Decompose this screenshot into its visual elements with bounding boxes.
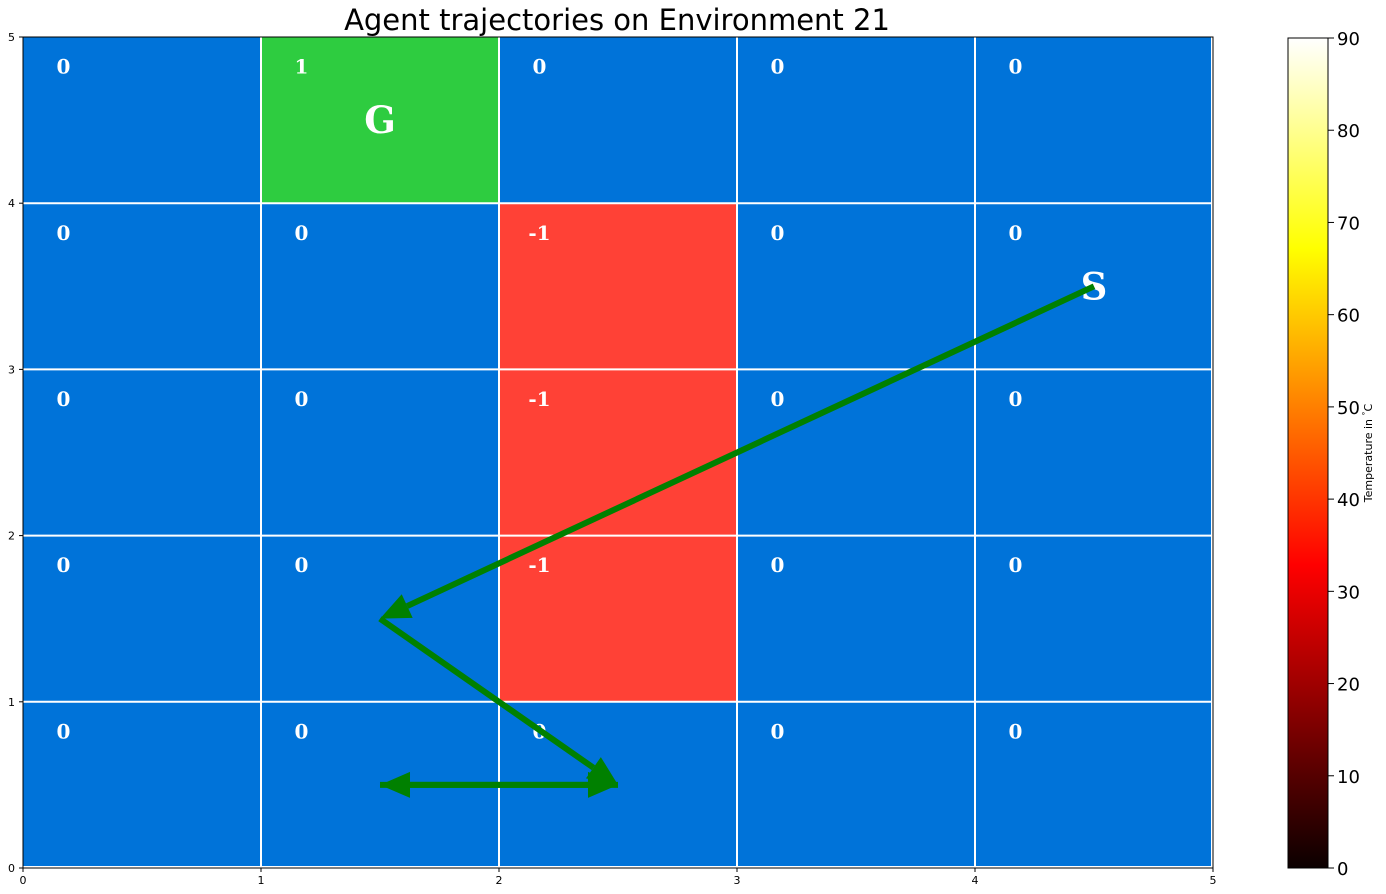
agent-trajectory [378, 283, 1096, 798]
colorbar-gradient [1287, 37, 1329, 869]
cell-value-label: 0 [1008, 553, 1022, 577]
cell-value-label: 0 [294, 553, 308, 577]
cell-value-label: 0 [770, 55, 784, 79]
colorbar-tick-label: 90 [1337, 29, 1360, 50]
trajectory-arrow [380, 283, 1096, 619]
cell-value-label: 0 [56, 719, 70, 743]
arrow-head [380, 594, 413, 619]
heatmap-cell [499, 37, 737, 204]
heatmap-cells [23, 37, 1213, 868]
x-tick-label: 3 [734, 874, 741, 887]
heatmap-cell [23, 701, 261, 868]
cell-value-label: -1 [528, 221, 550, 245]
heatmap-cell [737, 701, 975, 868]
heatmap-cell [737, 37, 975, 204]
heatmap-cell [975, 535, 1213, 702]
heatmap-cell [23, 203, 261, 370]
cell-value-label: 0 [770, 221, 784, 245]
cell-value-label: 0 [770, 553, 784, 577]
cell-value-label: 0 [294, 221, 308, 245]
cell-value-label: 0 [56, 55, 70, 79]
cell-value-label: 0 [770, 719, 784, 743]
plot-frame [22, 36, 1214, 869]
heatmap-cell [261, 37, 499, 204]
colorbar-tick-label: 30 [1337, 582, 1360, 603]
y-tick-label: 0 [8, 862, 15, 875]
x-tick-label: 5 [1210, 874, 1217, 887]
colorbar: 0 10 20 30 40 50 60 70 80 90 Temperature in °C [1287, 29, 1375, 880]
cell-value-label: 0 [294, 719, 308, 743]
y-tick-label: 2 [8, 530, 15, 543]
cell-value-label: 0 [1008, 55, 1022, 79]
colorbar-tick-label: 10 [1337, 767, 1360, 788]
colorbar-tick-label: 20 [1337, 675, 1360, 696]
x-tick-label: 0 [20, 874, 27, 887]
cell-value-label: 0 [56, 387, 70, 411]
trajectory-arrow [380, 771, 618, 798]
x-tick-label: 2 [496, 874, 503, 887]
trajectory-segment [378, 616, 596, 771]
cell-value-label: -1 [528, 387, 550, 411]
heatmap-cell [975, 37, 1213, 204]
y-tick-label: 1 [8, 696, 15, 709]
heatmap-cell [499, 535, 737, 702]
heatmap-cell [975, 369, 1213, 536]
chart-title: Agent trajectories on Environment 21 [344, 3, 890, 37]
colorbar-tick-label: 0 [1337, 859, 1348, 880]
heatmap-cell [23, 37, 261, 204]
heatmap-cell [737, 203, 975, 370]
y-tick-label: 5 [8, 31, 15, 44]
cell-value-label: 0 [532, 55, 546, 79]
cell-value-label: 0 [770, 387, 784, 411]
y-tick-label: 3 [8, 363, 15, 376]
heatmap-cell [737, 535, 975, 702]
heatmap-cell [499, 203, 737, 370]
colorbar-tick-label: 40 [1337, 490, 1360, 511]
cell-value-label: 0 [56, 221, 70, 245]
cell-value-label: 0 [1008, 387, 1022, 411]
colorbar-tick-label: 70 [1337, 213, 1360, 234]
heatmap-cell [23, 369, 261, 536]
heatmap-cell [261, 369, 499, 536]
colorbar-tick-label: 80 [1337, 121, 1360, 142]
y-axis-ticks: 0 1 2 3 4 5 [8, 31, 23, 875]
y-tick-label: 4 [8, 197, 15, 210]
heatmap-cell [975, 701, 1213, 868]
arrow-head [588, 771, 618, 798]
cell-value-label: 0 [1008, 719, 1022, 743]
grid-lines [23, 37, 1213, 868]
goal-marker: G [364, 98, 396, 142]
cell-value-label: 0 [1008, 221, 1022, 245]
cell-value-label: 0 [56, 553, 70, 577]
colorbar-tick-label: 50 [1337, 398, 1360, 419]
x-axis-ticks: 0 1 2 3 4 5 [20, 868, 1217, 887]
heatmap-cell [261, 203, 499, 370]
cell-value-label: -1 [528, 553, 550, 577]
trajectory-segment [405, 283, 1096, 609]
cell-value-label: 1 [294, 55, 308, 79]
colorbar-label: Temperature in °C [1361, 403, 1375, 503]
cell-value-label: 0 [294, 387, 308, 411]
heatmap-cell [23, 535, 261, 702]
x-tick-label: 1 [258, 874, 265, 887]
colorbar-ticks: 0 10 20 30 40 50 60 70 80 90 [1328, 29, 1360, 880]
x-tick-label: 4 [972, 874, 979, 887]
colorbar-tick-label: 60 [1337, 306, 1360, 327]
